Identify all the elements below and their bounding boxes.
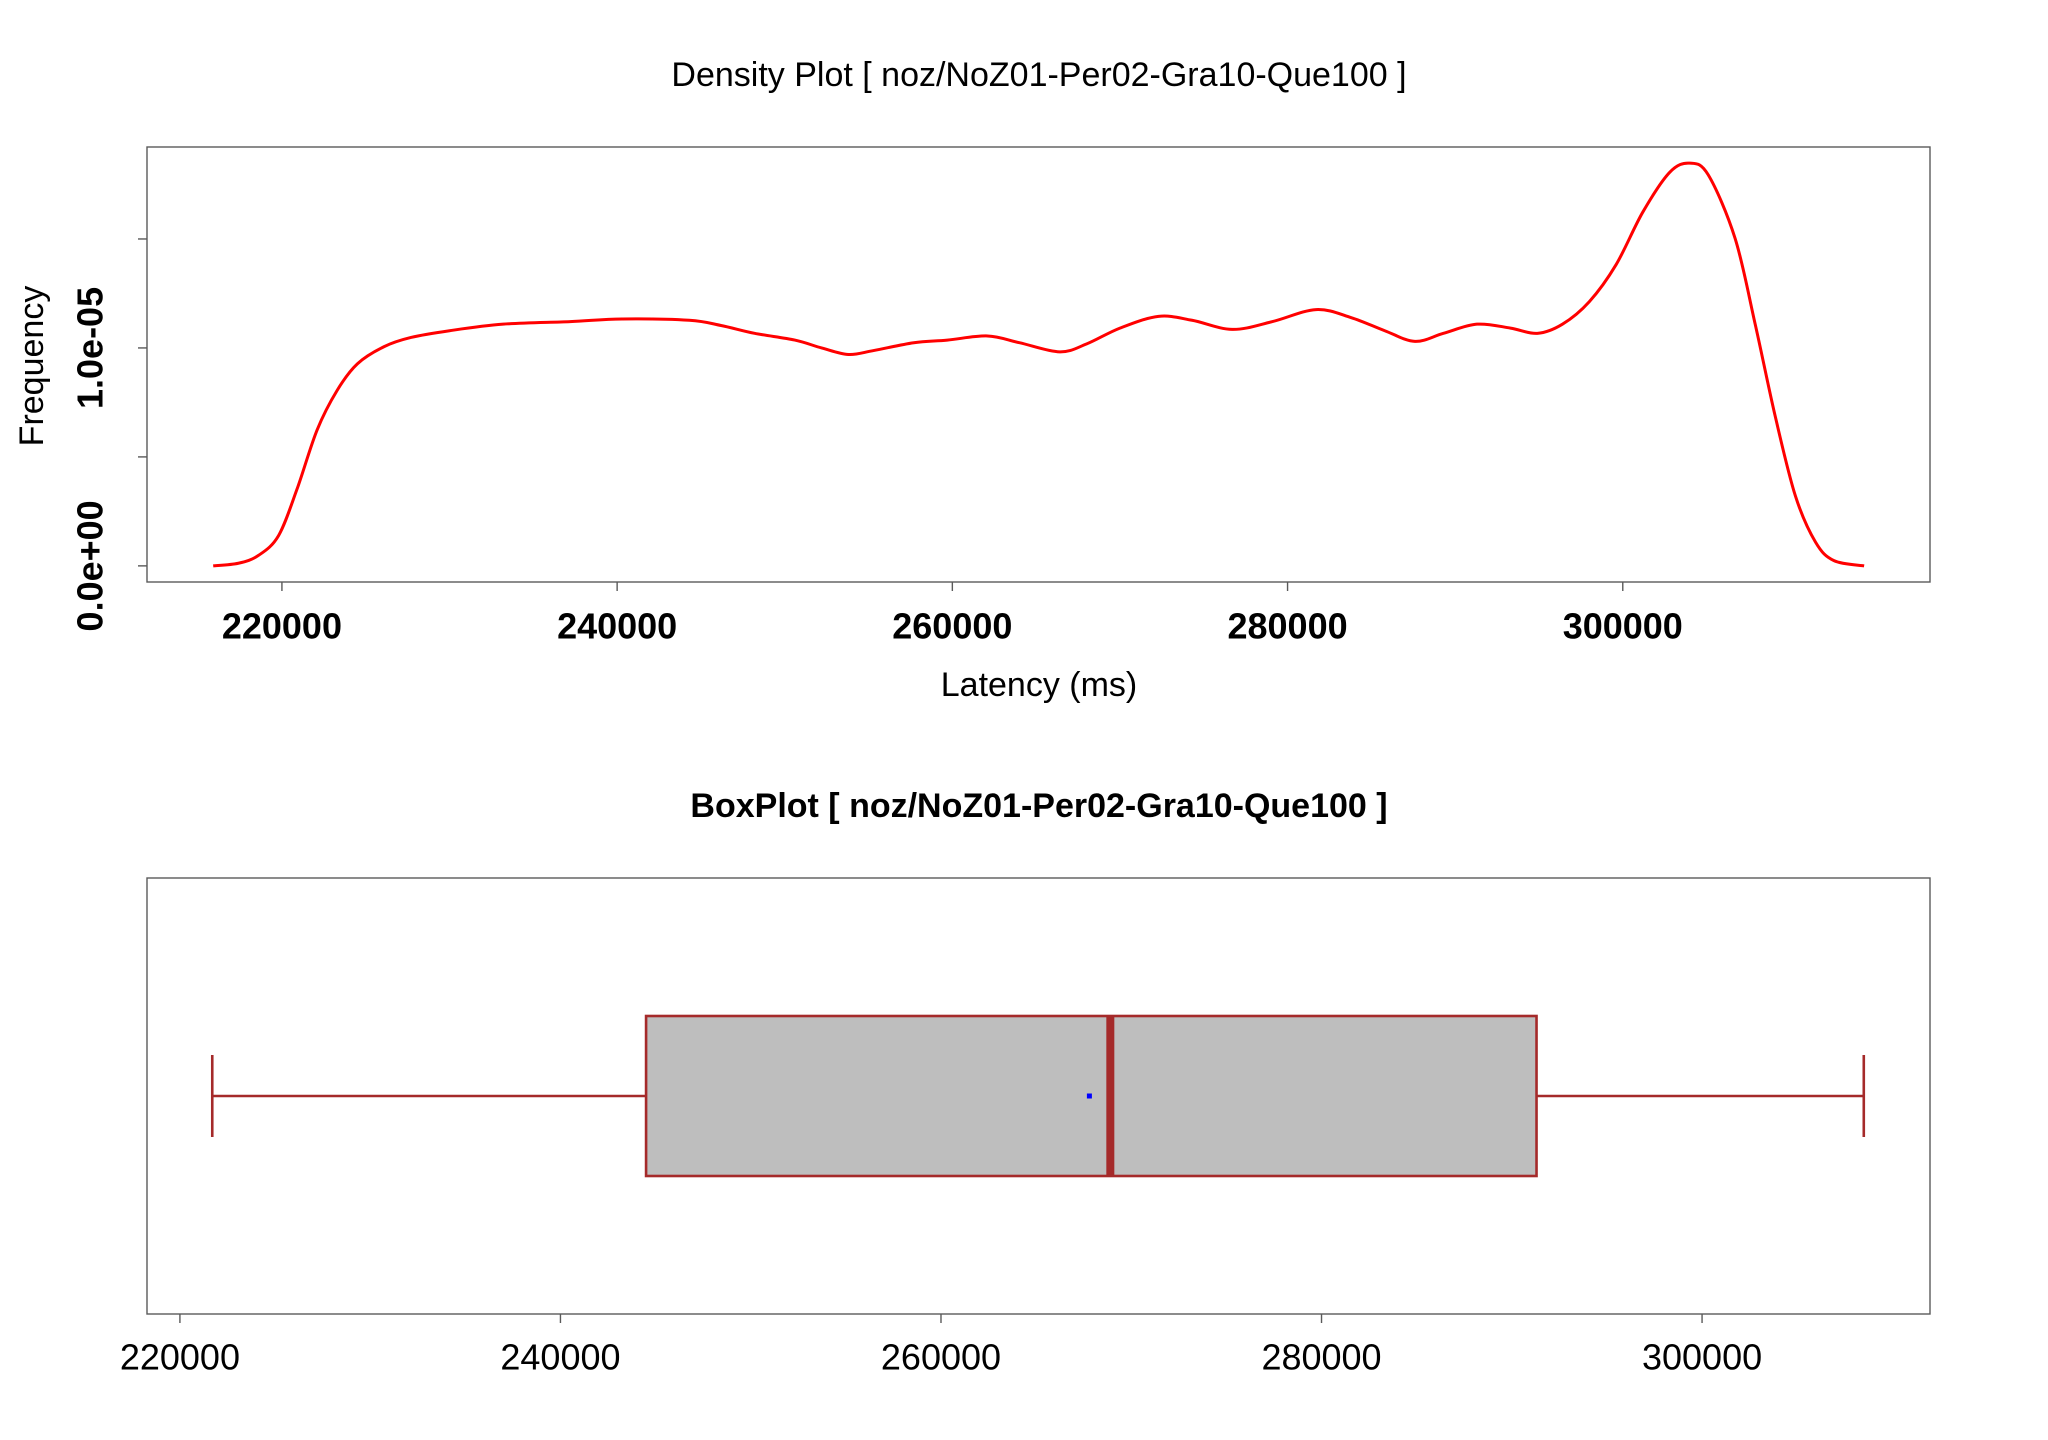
boxplot-x-tick-label: 260000 [881,1337,1001,1378]
density-x-tick-label: 280000 [1227,606,1347,647]
boxplot-mean-point [1086,1093,1092,1099]
boxplot-x-axis: 220000 240000 260000 280000 300000 [120,1314,1762,1378]
boxplot-x-tick-label: 280000 [1261,1337,1381,1378]
boxplot-x-tick-label: 240000 [500,1337,620,1378]
density-x-tick-label: 240000 [557,606,677,647]
density-x-tick-label: 260000 [892,606,1012,647]
density-y-axis-label: Frequency [13,286,51,447]
density-x-axis-label: Latency (ms) [941,666,1138,704]
boxplot-marks [210,1014,1866,1178]
boxplot-panel: BoxPlot [ noz/NoZ01-Per02-Gra10-Que100 ]… [120,787,1931,1378]
density-plot-title: Density Plot [ noz/NoZ01-Per02-Gra10-Que… [671,56,1406,94]
density-plot-frame [146,146,1931,583]
boxplot-title: BoxPlot [ noz/NoZ01-Per02-Gra10-Que100 ] [690,787,1387,825]
density-y-tick-label: 1.0e-05 [70,287,111,409]
density-plot-panel: Density Plot [ noz/NoZ01-Per02-Gra10-Que… [13,56,1931,704]
density-curve-line [213,161,1865,568]
density-x-tick-label: 220000 [222,606,342,647]
boxplot-frame [146,877,1931,1315]
boxplot-x-tick-label: 300000 [1642,1337,1762,1378]
density-x-axis: 220000 240000 260000 280000 300000 [222,582,1683,647]
boxplot-x-tick-label: 220000 [120,1337,240,1378]
density-y-axis: 0.0e+00 1.0e-05 [70,238,147,631]
density-x-tick-label: 300000 [1563,606,1683,647]
density-y-tick-label: 0.0e+00 [70,500,111,631]
